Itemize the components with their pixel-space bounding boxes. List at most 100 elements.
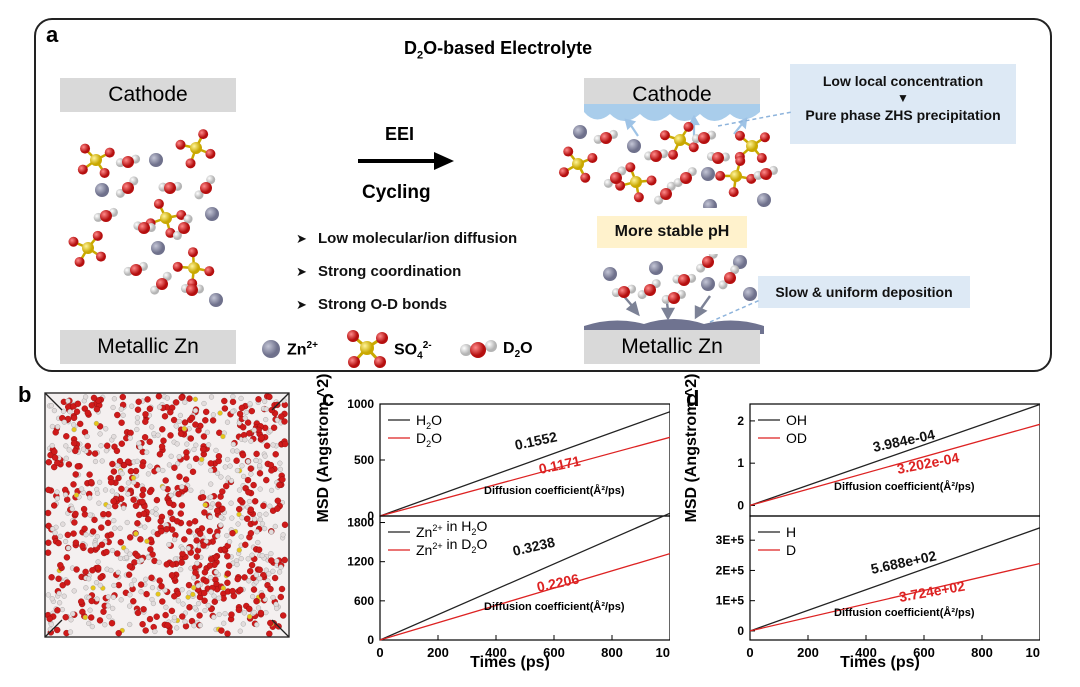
chart-d-x-axis-label: Times (ps) <box>840 654 920 671</box>
metallic-zn-left-label: Metallic Zn <box>60 330 236 364</box>
zhs-cloud-layer <box>584 104 760 137</box>
x-tick-label: 800 <box>601 645 623 660</box>
y-tick-label: 0 <box>367 509 374 523</box>
note-leader-line <box>717 111 793 127</box>
zn-ion <box>151 241 165 255</box>
x-tick-label: 0 <box>376 645 383 660</box>
diffusion-coefficient-value: 5.688e+02 <box>869 547 938 577</box>
zn-ion <box>743 287 757 301</box>
d2o-molecule <box>706 151 730 164</box>
panel-d-letter: d <box>686 386 700 411</box>
msd-chart-c: 0 500 1000 H2O 0.1552 D2O 0.1171 Diffusion coef… <box>347 397 670 660</box>
panel-a-letter: a <box>46 22 59 47</box>
property-bullet-list: ➤ Low molecular/ion diffusion ➤ Strong coo… <box>296 230 517 329</box>
x-tick-label: 0 <box>746 645 753 660</box>
sulfate-ion <box>615 162 657 203</box>
d2o-molecule <box>691 130 717 144</box>
sulfate-ion <box>659 121 699 160</box>
d2o-molecule <box>133 221 156 234</box>
y-tick-label: 2E+5 <box>716 563 745 577</box>
diffusion-coefficient-value: 0.2206 <box>535 570 580 595</box>
md-simulation-box <box>44 392 290 638</box>
bullet-item: ➤ Strong coordination <box>296 263 462 280</box>
zn-ion <box>627 139 641 153</box>
y-tick-label: 500 <box>354 453 374 467</box>
metallic-zn-right-label: Metallic Zn <box>584 330 760 364</box>
panel-b-letter: b <box>18 382 32 407</box>
zn-ion <box>603 267 617 281</box>
series-line <box>749 403 1040 507</box>
d2o-molecule <box>603 166 627 188</box>
bullet-arrow-icon: ➤ <box>296 231 307 246</box>
sulfate-legend-icon <box>347 330 388 368</box>
sulfate-ion <box>77 143 115 178</box>
d2o-molecule <box>123 261 148 276</box>
zn-ion <box>757 193 771 207</box>
sulfate-ion <box>558 146 598 183</box>
legend-label: OH <box>786 412 807 428</box>
legend-label: H2O <box>416 412 442 431</box>
zn-ion <box>95 183 109 197</box>
x-tick-label: 600 <box>543 645 565 660</box>
diffusion-coefficient-value: 0.3238 <box>511 534 557 559</box>
legend-label: OD <box>786 430 807 446</box>
x-tick-label: 400 <box>855 645 877 660</box>
d2o-molecule <box>718 265 740 290</box>
deposition-leader-line <box>709 299 761 323</box>
zn-ion <box>149 153 163 167</box>
sulfate-ion <box>68 230 106 267</box>
y-tick-label: 2 <box>737 414 744 428</box>
diffusion-coefficient-caption: Diffusion coefficient(Å²/ps) <box>834 480 975 493</box>
electrolyte-molecules-left <box>68 129 223 307</box>
zn-ion <box>701 167 715 181</box>
d2o-molecule <box>158 181 183 194</box>
x-tick-label: 200 <box>427 645 449 660</box>
uniform-deposition-note: Slow & uniform deposition <box>758 276 970 308</box>
diffusion-coefficient-value: 3.984e-04 <box>871 426 936 455</box>
diffusion-coefficient-value: 3.724e+02 <box>898 578 967 605</box>
cycling-label: Cycling <box>362 182 431 203</box>
diffusion-coefficient-caption: Diffusion coefficient(Å²/ps) <box>834 606 975 619</box>
diffusion-coefficient-caption: Diffusion coefficient(Å²/ps) <box>484 600 625 613</box>
sulfate-ion <box>175 129 216 169</box>
x-tick-label: 1000 <box>1026 645 1040 660</box>
chart-d-y-axis-label: MSD (Angstrom ^2) <box>683 373 700 523</box>
d2o-molecule <box>644 149 669 162</box>
d2o-molecule <box>194 175 216 200</box>
d2o-legend-icon <box>460 340 497 358</box>
legend-label: Zn2+ in D2O <box>416 536 487 558</box>
d2o-molecule <box>611 284 637 298</box>
series-line <box>379 512 670 641</box>
y-tick-label: 0 <box>737 624 744 638</box>
diffusion-coefficient-value: 0.1171 <box>537 452 582 476</box>
series-line <box>379 411 670 517</box>
y-tick-label: 1E+5 <box>716 594 745 608</box>
d2o-molecule <box>753 165 778 180</box>
stable-ph-label: More stable pH <box>597 216 747 248</box>
zn-ion <box>703 199 717 208</box>
bullet-item: ➤ Low molecular/ion diffusion <box>296 230 518 247</box>
panel-a-title: D2O-based Electrolyte <box>404 38 593 62</box>
d2o-molecule <box>180 283 204 296</box>
series-line <box>749 562 1040 632</box>
y-tick-label: 1800 <box>347 516 374 530</box>
y-tick-label: 600 <box>354 594 374 608</box>
legend-label: Zn2+ in H2O <box>416 518 487 540</box>
zn-ion <box>701 277 715 291</box>
eei-label: EEI <box>385 124 415 144</box>
legend-label: H <box>786 524 796 540</box>
d2o-molecule <box>673 167 697 188</box>
zn-ion <box>573 125 587 139</box>
d2o-molecule <box>115 176 139 198</box>
diffusion-coefficient-value: 0.1552 <box>513 428 558 453</box>
d2o-molecule <box>637 279 661 300</box>
plot-frame <box>749 515 1040 641</box>
sulfate-legend-label: SO42- <box>394 340 432 362</box>
zn-ion <box>649 261 663 275</box>
d2o-molecule <box>654 181 676 205</box>
msd-chart-d: 0 1 2 OH 3.984e-04 OD 3.202e-04 Diffusion coeff… <box>716 403 1040 660</box>
cathode-left-label: Cathode <box>60 78 236 112</box>
panel-c-letter: c <box>322 386 335 411</box>
legend-label: D2O <box>416 430 442 449</box>
bullet-arrow-icon: ➤ <box>296 297 307 312</box>
